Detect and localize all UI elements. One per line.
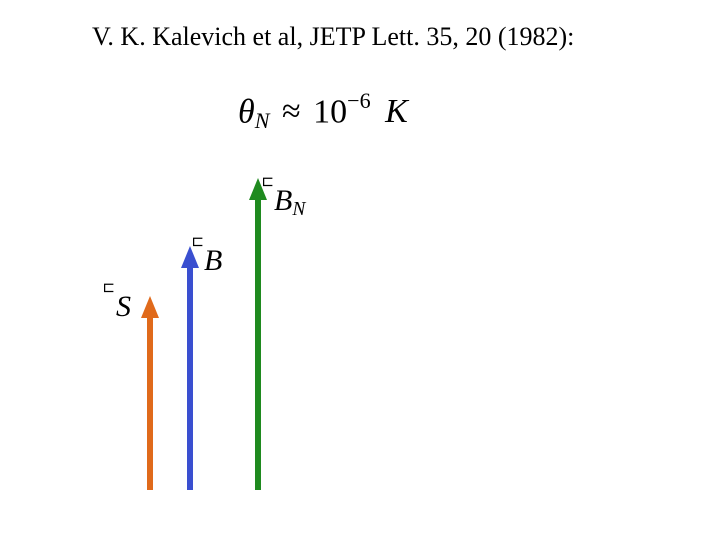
- vector-label-B: B: [204, 244, 222, 278]
- figure-root: V. K. Kalevich et al, JETP Lett. 35, 20 …: [0, 0, 720, 540]
- vector-label-BN: BN: [274, 184, 305, 221]
- vector-label-S: S: [116, 290, 131, 324]
- arrow-B: [181, 246, 199, 490]
- arrow-S: [141, 296, 159, 490]
- arrow-BN: [249, 178, 267, 490]
- arrows-svg: [0, 0, 720, 540]
